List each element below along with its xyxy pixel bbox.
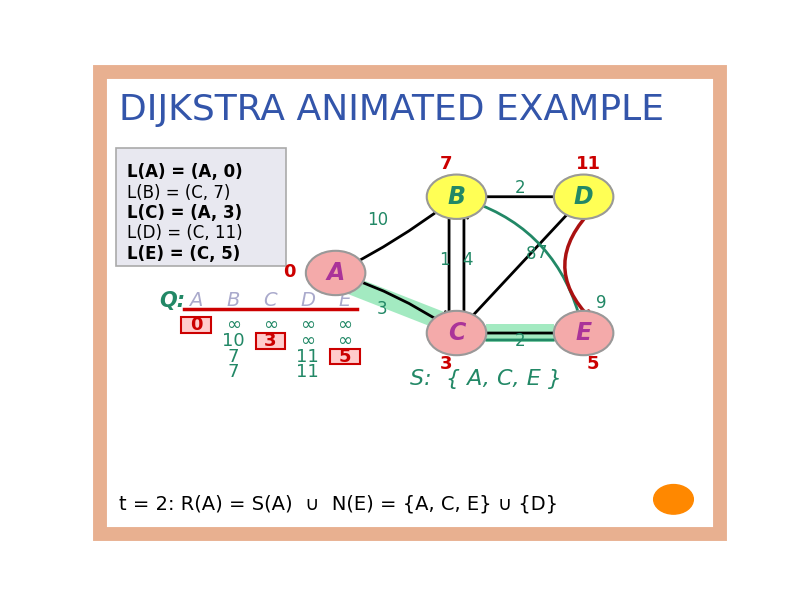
Text: 9: 9: [596, 294, 606, 312]
Text: E: E: [575, 321, 592, 345]
Text: L(C) = (A, 3): L(C) = (A, 3): [127, 204, 242, 222]
Text: 3: 3: [440, 355, 452, 373]
Text: 2: 2: [514, 179, 525, 197]
Text: L(E) = (C, 5): L(E) = (C, 5): [127, 245, 241, 263]
Text: L(D) = (C, 11): L(D) = (C, 11): [127, 224, 243, 242]
Text: Q:: Q:: [159, 290, 185, 311]
Circle shape: [306, 251, 366, 295]
Polygon shape: [486, 324, 554, 342]
Text: t = 2: R(A) = S(A)  ∪  N(E) = {A, C, E} ∪ {D}: t = 2: R(A) = S(A) ∪ N(E) = {A, C, E} ∪ …: [118, 494, 558, 514]
FancyBboxPatch shape: [330, 349, 360, 364]
FancyBboxPatch shape: [115, 148, 286, 266]
FancyBboxPatch shape: [256, 333, 286, 349]
Text: 7: 7: [440, 155, 452, 173]
Text: ∞: ∞: [300, 332, 315, 350]
FancyArrowPatch shape: [462, 207, 574, 327]
Circle shape: [554, 311, 614, 355]
Text: B: B: [226, 291, 240, 310]
Text: ∞: ∞: [263, 316, 278, 334]
Text: C: C: [448, 321, 465, 345]
FancyArrowPatch shape: [446, 205, 453, 319]
Text: 5: 5: [338, 347, 351, 365]
Text: 7: 7: [227, 363, 239, 382]
Text: E: E: [338, 291, 351, 310]
FancyArrowPatch shape: [465, 329, 570, 337]
Circle shape: [554, 175, 614, 219]
Text: D: D: [300, 291, 315, 310]
FancyArrowPatch shape: [470, 200, 582, 325]
Circle shape: [654, 485, 694, 514]
Text: 11: 11: [296, 363, 319, 382]
Text: 3: 3: [264, 332, 277, 350]
FancyArrowPatch shape: [460, 211, 467, 325]
Text: 4: 4: [462, 251, 472, 269]
Text: ∞: ∞: [338, 316, 352, 334]
FancyArrowPatch shape: [470, 337, 575, 344]
FancyBboxPatch shape: [182, 317, 211, 333]
Circle shape: [426, 311, 486, 355]
Text: DIJKSTRA ANIMATED EXAMPLE: DIJKSTRA ANIMATED EXAMPLE: [118, 93, 664, 127]
Text: 10: 10: [367, 211, 388, 229]
Text: 8: 8: [526, 245, 536, 263]
Text: 3: 3: [377, 299, 387, 317]
Circle shape: [426, 175, 486, 219]
Text: 11: 11: [296, 347, 319, 365]
Text: L(A) = (A, 0): L(A) = (A, 0): [127, 163, 243, 181]
Text: 1: 1: [439, 251, 450, 269]
FancyArrowPatch shape: [565, 208, 594, 319]
FancyArrowPatch shape: [343, 205, 446, 269]
FancyArrowPatch shape: [343, 275, 445, 325]
Text: 2: 2: [514, 332, 525, 350]
Text: 0: 0: [283, 263, 295, 281]
FancyArrowPatch shape: [465, 193, 570, 200]
Text: 7: 7: [537, 244, 547, 262]
Text: ∞: ∞: [338, 332, 352, 350]
Text: L(B) = (C, 7): L(B) = (C, 7): [127, 184, 230, 202]
Text: D: D: [574, 185, 594, 209]
Polygon shape: [348, 278, 444, 328]
Text: ∞: ∞: [226, 316, 241, 334]
Text: 0: 0: [190, 316, 202, 334]
Text: A: A: [190, 291, 202, 310]
Text: C: C: [264, 291, 278, 310]
Text: 10: 10: [222, 332, 245, 350]
Text: B: B: [447, 185, 466, 209]
Text: A: A: [326, 261, 345, 285]
Text: 11: 11: [576, 155, 601, 173]
Text: S:  { A, C, E }: S: { A, C, E }: [410, 369, 562, 389]
FancyBboxPatch shape: [100, 72, 720, 534]
Text: 5: 5: [586, 355, 599, 373]
Text: ∞: ∞: [300, 316, 315, 334]
Text: 7: 7: [227, 347, 239, 365]
